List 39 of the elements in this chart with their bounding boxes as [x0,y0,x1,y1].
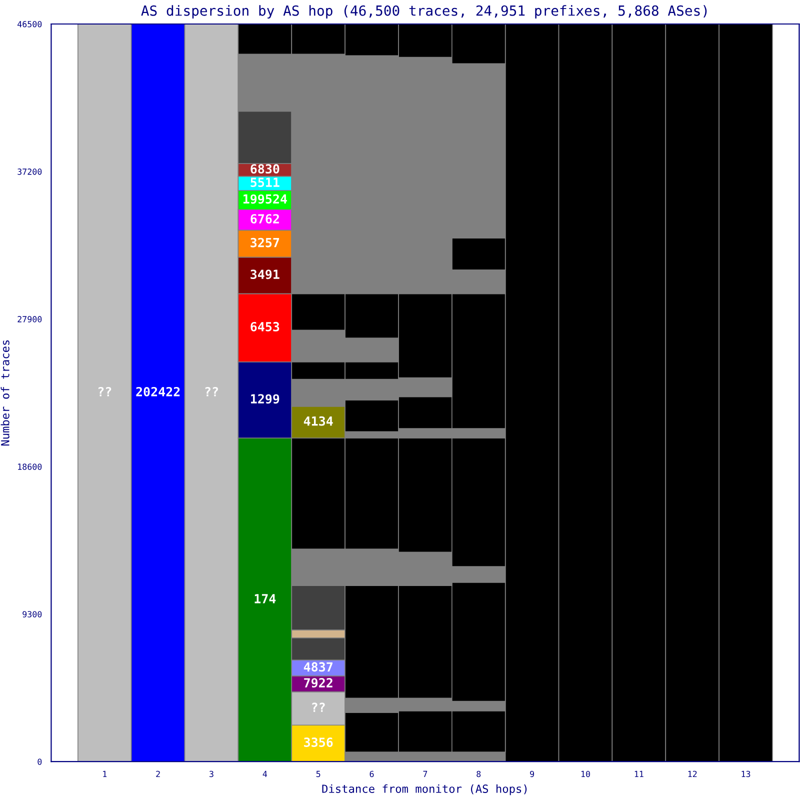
y-tick-label: 46500 [18,21,42,28]
series-label: 199524 [243,194,287,204]
series-label: 4837 [304,662,332,672]
x-tick-label: 7 [423,770,428,778]
chart-title: AS dispersion by AS hop (46,500 traces, 24,951 prefixes, 5,868 ASes) [141,5,707,19]
y-tick-label: 27900 [18,316,42,322]
series-label: ?? [98,386,112,396]
y-tick-label: 18600 [18,464,42,470]
y-tick-label: 9300 [22,611,42,618]
x-tick-label: 4 [262,770,268,778]
series-label: 3356 [304,738,333,747]
x-axis-title: Distance from monitor (AS hops) [322,784,527,796]
x-tick-label: 3 [210,770,214,778]
y-tick-label: 37200 [18,168,42,175]
x-tick-label: 2 [156,770,160,778]
series-label: 174 [254,594,276,604]
x-tick-label: 9 [530,770,534,778]
x-tick-label: 8 [476,770,481,778]
x-tick-label: 13 [742,770,750,778]
series-label: ?? [205,386,218,396]
x-tick-label: 6 [370,770,374,778]
x-tick-label: 1 [103,770,107,778]
series-label: 7922 [304,678,332,688]
series-label: 3491 [250,270,280,280]
x-tick-label: 11 [634,770,644,778]
x-tick-label: 5 [316,770,320,778]
x-tick-label: 10 [581,770,590,778]
x-tick-label: 12 [688,770,697,778]
series-label: 6762 [250,214,279,224]
series-label: 4134 [304,416,333,426]
series-label: 6453 [250,322,280,332]
series-label: 3257 [250,238,280,248]
series-label: ?? [312,702,325,712]
y-tick-label: 0 [38,758,42,765]
series-label: 5511 [250,178,280,188]
series-label: 6830 [250,164,280,174]
series-label: 202422 [136,386,180,396]
series-label: 1299 [251,394,280,404]
y-axis-title: Number of traces [0,340,10,446]
